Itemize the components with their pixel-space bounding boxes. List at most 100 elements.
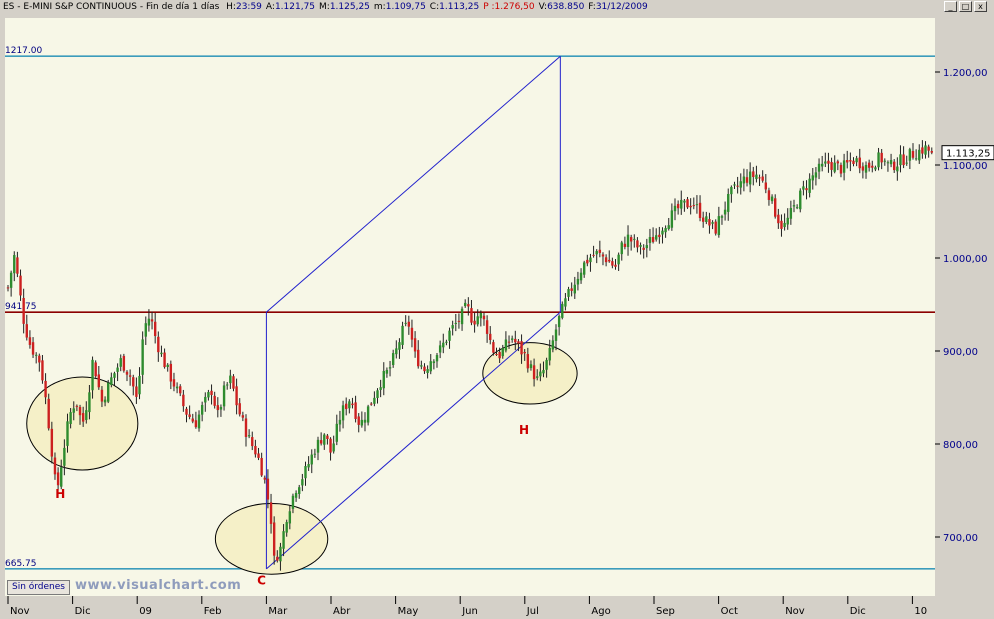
candle-body [774, 198, 777, 217]
candle-body [38, 355, 41, 363]
candle-body [817, 163, 821, 172]
instrument-name: E-MINI S&P CONTINUOUS [23, 2, 137, 12]
candle-body [777, 214, 780, 224]
right-shoulder-ellipse[interactable] [482, 342, 578, 405]
bottom-level-line-label: 665.75 [5, 559, 37, 569]
left-shoulder-ellipse[interactable] [26, 376, 139, 471]
x-tick-label: Sep [656, 606, 675, 617]
candle-body [589, 257, 592, 263]
candle-body [874, 167, 877, 170]
candle-body [498, 352, 501, 359]
candle-body [667, 225, 670, 229]
candle-body [802, 186, 805, 190]
candle-body [557, 316, 561, 328]
candle-body [138, 375, 141, 395]
stat-value: 1.113,25 [439, 2, 480, 12]
candle-body [391, 353, 395, 366]
candle-body [918, 149, 921, 161]
candle-body [291, 495, 295, 509]
candle-body [705, 216, 708, 223]
candle-body [388, 367, 392, 369]
stat-value: 1.121,75 [274, 2, 316, 12]
candle-body [257, 453, 260, 458]
candle-body [695, 204, 699, 206]
stat-value: 1.276,50 [494, 2, 535, 12]
candle-body [113, 373, 116, 378]
candle-body [764, 182, 768, 190]
candle-body [473, 320, 476, 325]
projection-upper-diagonal[interactable] [266, 55, 561, 313]
candle-body [360, 419, 364, 426]
candle-body [839, 164, 843, 174]
candle-body [125, 371, 129, 375]
candle-body [313, 453, 317, 455]
maximize-button[interactable]: □ [959, 1, 972, 12]
candle-body [489, 333, 492, 340]
candle-body [711, 222, 714, 224]
candle-body [889, 160, 893, 165]
period-label: Fin de día 1 días [145, 2, 220, 12]
candle-body [103, 399, 107, 403]
candle-body [370, 403, 373, 405]
candle-body [745, 177, 749, 183]
candle-body [604, 257, 608, 263]
candle-body [739, 181, 742, 188]
candle-body [329, 438, 332, 453]
candle-body [119, 358, 122, 367]
candle-body [319, 440, 323, 444]
candle-body [698, 202, 702, 219]
candle-body [871, 165, 874, 168]
candle-body [867, 162, 871, 168]
price-chart[interactable]: 1217.00 941.75 665.75 H C H 700,00 800,00 900,… [0, 14, 994, 619]
candle-body [689, 205, 692, 208]
candle-body [767, 190, 771, 200]
candle-body [63, 447, 66, 466]
candle-body [614, 264, 617, 267]
candle-body [332, 443, 335, 452]
stat-M: M: 1.125,25 [319, 0, 370, 14]
candle-body [642, 247, 645, 250]
candle-body [282, 531, 285, 549]
candle-body [673, 205, 677, 212]
stat-A: A: 1.121,75 [266, 0, 315, 14]
candle-body [107, 382, 110, 402]
candle-body [795, 207, 799, 209]
stat-label: V: [538, 2, 548, 12]
minimize-button[interactable]: _ [944, 1, 957, 12]
candle-body [523, 351, 526, 354]
candle-body [676, 203, 680, 209]
candle-body [664, 228, 667, 233]
candle-body [451, 325, 454, 329]
candle-body [357, 416, 360, 425]
candle-body [476, 316, 479, 325]
candle-body [808, 178, 811, 193]
candle-body [861, 166, 865, 171]
candle-body [395, 348, 398, 355]
candle-body [792, 205, 796, 207]
plot-background [5, 18, 935, 596]
orders-button[interactable]: Sin órdenes [7, 580, 70, 595]
candle-body [629, 237, 633, 242]
projection-lower-diagonal[interactable] [266, 311, 561, 570]
candle-body [510, 338, 514, 340]
stat-value: 638.850 [547, 2, 585, 12]
candle-body [285, 522, 288, 533]
candle-body [608, 259, 611, 262]
candle-body [379, 387, 382, 390]
candle-body [529, 364, 533, 368]
candle-body [520, 341, 523, 355]
candle-body [896, 166, 899, 172]
y-tick-label: 700,00 [943, 533, 978, 544]
candle-body [517, 341, 520, 344]
candle-body [348, 401, 351, 409]
stat-label: C: [429, 2, 440, 12]
stat-label: M: [319, 2, 330, 12]
resistance-line-label: 941.75 [5, 302, 37, 312]
candle-body [501, 348, 504, 357]
candle-body [780, 220, 783, 229]
close-button[interactable]: x [974, 1, 987, 12]
candle-body [382, 370, 385, 389]
candle-body [717, 216, 721, 236]
candle-body [752, 171, 755, 178]
x-tick-label: Nov [785, 606, 805, 617]
